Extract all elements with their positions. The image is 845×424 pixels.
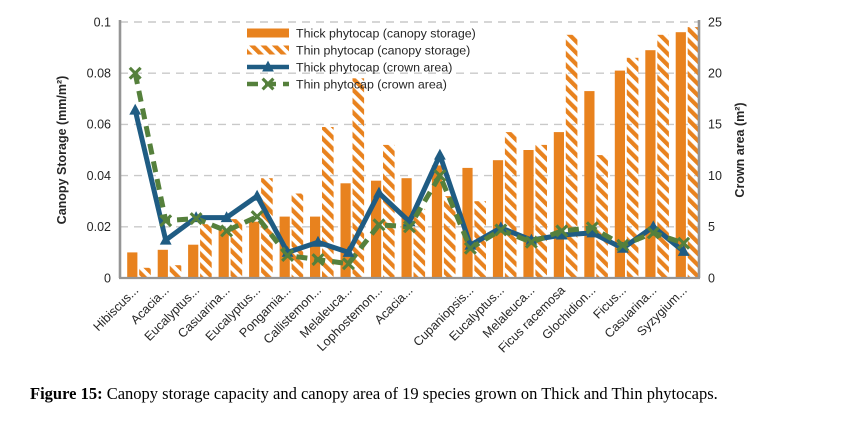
bar-thick-storage	[645, 50, 656, 279]
right-axis-tick-label: 10	[708, 169, 722, 183]
right-axis-tick-label: 25	[708, 15, 722, 29]
point-thin-crown-x-marker	[555, 224, 569, 238]
legend-item-label: Thin phytocap (canopy storage)	[296, 43, 470, 57]
bar-thick-storage	[614, 70, 625, 278]
point-thin-crown-x-marker	[433, 169, 447, 183]
left-axis-tick-label: 0.04	[87, 169, 111, 183]
point-thin-crown-x-marker	[646, 226, 660, 240]
x-axis-category-label: Hibiscus...	[91, 283, 142, 334]
bar-thick-storage	[553, 132, 564, 278]
point-thick-crown-triangle-marker	[220, 211, 233, 223]
legend-item-label: Thin phytocap (crown area)	[296, 77, 447, 91]
bar-thin-storage	[535, 144, 547, 278]
point-thick-crown-triangle-marker	[495, 221, 507, 233]
bar-thin-storage	[443, 196, 456, 278]
bar-thin-storage	[413, 208, 426, 278]
point-thin-crown-x-marker	[585, 221, 599, 235]
bar-thick-storage	[157, 249, 168, 278]
bar-thin-storage	[687, 27, 700, 278]
bar-thin-storage	[504, 132, 517, 278]
point-thin-crown-x-marker	[494, 223, 508, 237]
left-axis-tick-label: 0.02	[87, 220, 111, 234]
bar-thin-storage	[139, 267, 151, 278]
legend-swatch-hatched-bar	[247, 45, 289, 55]
document-page: 0 0.02 0.04 0.06 0.08 0.1 0 5 10 15 20 25 Canopy Sto…	[30, 15, 845, 404]
bar-thin-storage	[657, 34, 669, 278]
point-thick-crown-triangle-marker	[586, 226, 599, 238]
point-thin-crown-x-marker	[616, 238, 630, 252]
bar-thick-storage	[462, 167, 473, 278]
point-thin-crown-x-marker	[403, 220, 416, 234]
right-axis-title: Crown area (m²)	[733, 102, 747, 197]
point-thick-crown-triangle-marker	[159, 233, 172, 245]
point-thick-crown-triangle-marker	[342, 246, 355, 257]
legend-item: Thin phytocap (canopy storage)	[247, 43, 470, 57]
bar-thick-storage	[492, 160, 504, 278]
left-axis-title: Canopy Storage (mm/m²)	[55, 76, 69, 225]
point-thin-crown-x-marker	[463, 241, 477, 255]
point-thick-crown-triangle-marker	[677, 245, 690, 256]
bar-thin-storage	[291, 193, 304, 278]
figure-caption-text: Canopy storage capacity and canopy area …	[106, 384, 718, 403]
figure-15: 0 0.02 0.04 0.06 0.08 0.1 0 5 10 15 20 25 Canopy Sto…	[30, 15, 845, 404]
right-axis-tick-label: 15	[708, 118, 722, 132]
bar-thick-storage	[127, 252, 138, 278]
figure-caption-label: Figure 15:	[30, 384, 103, 403]
point-thin-crown-x-marker	[281, 249, 295, 262]
left-axis-tick-label: 0	[104, 271, 111, 285]
bar-thin-storage	[626, 57, 639, 278]
point-thin-crown-x-marker	[189, 212, 203, 226]
point-thick-crown-triangle-marker	[555, 228, 568, 240]
point-thin-crown-x-marker	[220, 224, 234, 238]
right-axis-tick-label: 0	[708, 271, 715, 285]
point-thin-crown-x-marker	[677, 236, 691, 250]
legend-item: Thin phytocap (crown area)	[247, 77, 447, 91]
bar-thin-storage	[596, 155, 608, 278]
bar-thin-storage	[169, 265, 182, 278]
point-thick-crown-triangle-marker	[525, 233, 538, 245]
canopy-storage-crown-area-chart: 0 0.02 0.04 0.06 0.08 0.1 0 5 10 15 20 25 Canopy Sto…	[55, 15, 747, 355]
legend-item-label: Thick phytocap (crown area)	[296, 60, 452, 74]
bar-thick-storage	[188, 244, 199, 278]
point-thin-crown-x-marker	[128, 66, 142, 80]
point-thin-crown-x-marker	[250, 210, 264, 224]
point-thin-crown-x-marker	[342, 257, 355, 271]
bar-thick-storage	[584, 91, 595, 278]
legend-item: Thick phytocap (canopy storage)	[247, 26, 476, 40]
bar-thin-storage	[200, 224, 212, 278]
point-thick-crown-triangle-marker	[251, 189, 263, 201]
figure-caption: Figure 15: Canopy storage capacity and c…	[30, 384, 845, 404]
bar-thin-storage	[565, 34, 578, 278]
point-thin-crown-x-marker	[372, 218, 386, 232]
bar-thin-storage	[352, 78, 365, 278]
bar-thick-storage	[249, 221, 260, 278]
left-axis-tick-label: 0.08	[87, 67, 111, 81]
bar-thick-storage	[218, 229, 229, 278]
bar-thin-storage	[322, 127, 334, 278]
point-thick-crown-triangle-marker	[373, 186, 385, 198]
bar-thick-storage	[431, 165, 443, 278]
legend-item: Thick phytocap (crown area)	[247, 60, 452, 74]
bar-thick-storage	[340, 183, 351, 278]
point-thin-crown-x-marker	[524, 235, 538, 249]
point-thin-crown-x-marker	[159, 214, 173, 228]
bar-thin-storage	[383, 144, 395, 278]
point-thick-crown-triangle-marker	[129, 103, 142, 115]
point-thick-crown-triangle-marker	[312, 235, 324, 247]
point-thick-crown-triangle-marker	[434, 148, 446, 160]
bar-thin-storage	[230, 219, 243, 278]
point-thin-crown-x-marker	[261, 77, 275, 91]
right-axis-tick-label: 20	[708, 67, 722, 81]
legend-item-label: Thick phytocap (canopy storage)	[296, 26, 476, 40]
left-axis-tick-label: 0.1	[94, 15, 111, 29]
left-axis-tick-label: 0.06	[87, 118, 111, 132]
bar-thick-storage	[523, 150, 534, 278]
right-axis-tick-label: 5	[708, 220, 715, 234]
point-thick-crown-triangle-marker	[262, 60, 274, 72]
point-thin-crown-x-marker	[311, 253, 325, 267]
legend-swatch-solid-bar	[247, 28, 289, 38]
bar-thick-storage	[310, 216, 321, 278]
bar-thick-storage	[675, 32, 686, 279]
